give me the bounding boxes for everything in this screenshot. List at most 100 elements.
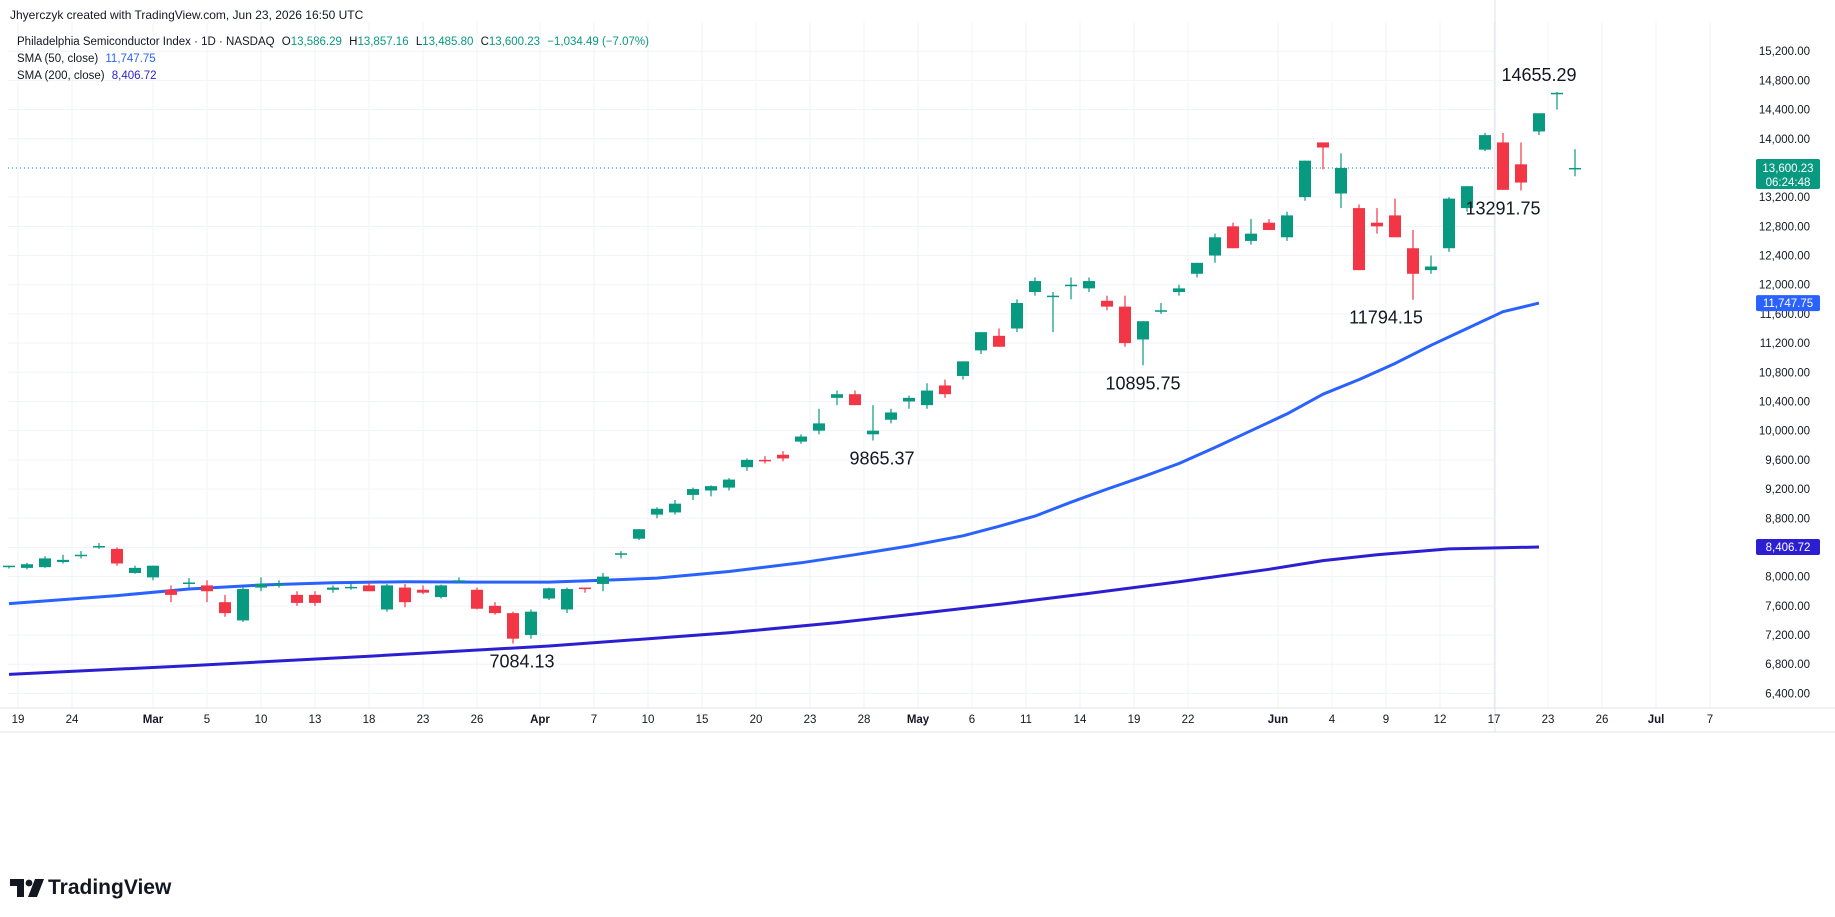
candle-body: [723, 479, 735, 488]
candle-body: [525, 611, 537, 636]
candle-body: [309, 594, 321, 603]
x-tick-label: May: [907, 714, 930, 726]
price-annotation: 7084.13: [489, 651, 554, 671]
candle: [1425, 255, 1437, 274]
candle-body: [615, 553, 627, 555]
candle: [705, 485, 717, 497]
x-tick-label: 14: [1074, 714, 1087, 726]
candle-body: [147, 565, 159, 578]
x-tick-label: Jul: [1648, 714, 1665, 726]
x-tick-label: 10: [255, 714, 268, 726]
candle: [939, 379, 951, 398]
candle-body: [1335, 167, 1347, 194]
candle: [1137, 321, 1149, 366]
candle-body: [273, 583, 285, 586]
candle-body: [57, 559, 69, 563]
candle: [885, 408, 897, 424]
last-price-badge-text: 13,600.23: [1762, 163, 1813, 175]
sma200-badge-text: 8,406.72: [1766, 542, 1811, 554]
candle-body: [1461, 186, 1473, 209]
candle: [1011, 299, 1023, 333]
candle: [669, 500, 681, 515]
candle: [903, 395, 915, 409]
candle-body: [597, 576, 609, 584]
candle-body: [921, 390, 933, 406]
candle: [219, 594, 231, 617]
candle: [1065, 277, 1077, 300]
candle-body: [1443, 198, 1455, 249]
candle: [1299, 160, 1311, 201]
candle: [1263, 219, 1275, 230]
candle-body: [1263, 222, 1275, 230]
candle: [1209, 233, 1221, 263]
price-annotation: 11794.15: [1349, 308, 1423, 328]
candle-body: [1209, 237, 1221, 256]
candle-body: [381, 585, 393, 610]
candle: [273, 580, 285, 588]
sma200-badge: 8,406.72: [1756, 538, 1820, 555]
y-tick-label: 8,800.00: [1765, 513, 1810, 525]
tradingview-logo[interactable]: TradingView: [10, 876, 171, 900]
x-tick-label: 23: [1542, 714, 1555, 726]
sma50-value: 11,747.75: [105, 53, 156, 65]
candle: [597, 572, 609, 592]
candle-body: [1119, 306, 1131, 344]
candle: [363, 582, 375, 592]
candle: [1083, 277, 1095, 293]
candle: [633, 529, 645, 541]
candle: [489, 602, 501, 615]
candle-body: [741, 459, 753, 468]
candle-body: [237, 589, 249, 621]
candle-body: [39, 558, 51, 568]
candle: [543, 587, 555, 600]
candle-body: [885, 412, 897, 420]
candle: [993, 328, 1005, 347]
candle-body: [1101, 300, 1113, 307]
candle: [183, 578, 195, 588]
y-tick-label: 14,800.00: [1759, 75, 1810, 87]
candle-body: [1083, 281, 1095, 289]
candle: [813, 408, 825, 435]
x-tick-label: 20: [750, 714, 763, 726]
candle-body: [1299, 160, 1311, 198]
x-tick-label: 24: [66, 714, 79, 726]
sma200-value: 8,406.72: [111, 70, 157, 82]
y-tick-label: 8,000.00: [1765, 572, 1810, 584]
candle: [381, 583, 393, 612]
candle-body: [255, 583, 267, 588]
sma50-legend-row[interactable]: SMA (50, close) 11,747.75: [17, 51, 653, 68]
candle-body: [399, 587, 411, 603]
ohlc-open: O13,586.29: [281, 36, 342, 48]
x-tick-label: 13: [309, 714, 322, 726]
symbol-title: Philadelphia Semiconductor Index · 1D · …: [17, 36, 275, 48]
candle-body: [543, 588, 555, 599]
candle-body: [1497, 142, 1509, 190]
candle: [75, 551, 87, 559]
candle: [129, 565, 141, 574]
candle-body: [111, 548, 123, 564]
candle-body: [1281, 215, 1293, 238]
sma200-legend-row[interactable]: SMA (200, close) 8,406.72: [17, 68, 653, 85]
symbol-legend-row[interactable]: Philadelphia Semiconductor Index · 1D · …: [17, 34, 653, 51]
x-tick-label: 19: [12, 714, 25, 726]
candle: [1569, 149, 1581, 177]
x-tick-label: 12: [1434, 714, 1447, 726]
x-tick-label: 28: [858, 714, 871, 726]
x-tick-label: 9: [1383, 714, 1389, 726]
candle: [579, 587, 591, 593]
sma50-badge: 11,747.75: [1756, 295, 1820, 312]
candle: [3, 565, 15, 569]
price-annotation: 10895.75: [1105, 373, 1180, 393]
candle: [1497, 132, 1509, 190]
x-tick-label: 17: [1488, 714, 1501, 726]
candle: [867, 405, 879, 441]
candle: [831, 390, 843, 406]
x-tick-label: 11: [1020, 714, 1032, 726]
candle-body: [1533, 113, 1545, 132]
y-tick-label: 11,200.00: [1760, 338, 1810, 350]
candle: [1101, 295, 1113, 311]
chart-legend: Philadelphia Semiconductor Index · 1D · …: [17, 34, 653, 85]
x-tick-label: 7: [591, 714, 597, 726]
candle-body: [1137, 321, 1149, 340]
